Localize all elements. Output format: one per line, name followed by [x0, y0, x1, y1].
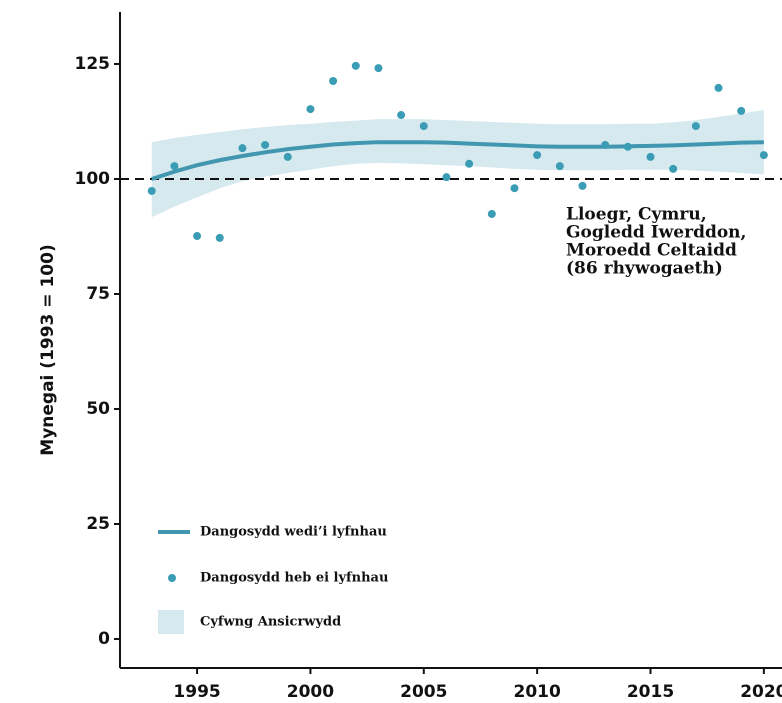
data-point	[419, 122, 428, 131]
x-tick-label: 1995	[173, 682, 220, 702]
confidence-band	[151, 109, 764, 218]
data-point	[533, 151, 542, 160]
data-point	[442, 173, 451, 182]
data-point	[555, 162, 564, 171]
legend-swatch	[158, 610, 184, 634]
y-tick-label: 75	[86, 284, 110, 304]
legend-label: Dangosydd wedi’i lyfnhau	[200, 525, 387, 540]
data-point	[215, 233, 224, 242]
legend-label: Cyfwng Ansicrwydd	[200, 615, 341, 630]
data-point	[646, 152, 655, 161]
y-tick-label: 50	[86, 399, 110, 419]
x-tick-label: 2000	[287, 682, 334, 702]
data-point	[351, 61, 360, 70]
x-tick-label: 2010	[513, 682, 560, 702]
data-point	[465, 159, 474, 168]
y-axis-label: Mynegai (1993 = 100)	[38, 244, 58, 455]
annotation: Gogledd Iwerddon,	[566, 223, 746, 243]
x-tick-label: 2015	[627, 682, 674, 702]
data-point	[261, 140, 270, 149]
data-point	[578, 181, 587, 190]
data-point	[147, 186, 156, 195]
y-tick-label: 100	[75, 169, 111, 189]
data-point	[691, 122, 700, 131]
data-point	[374, 64, 383, 73]
data-point	[510, 184, 519, 193]
x-tick-label: 2020	[740, 682, 782, 702]
data-point	[283, 152, 292, 161]
annotation: Moroedd Celtaidd	[566, 241, 737, 261]
data-point	[487, 209, 496, 218]
annotation: Lloegr, Cymru,	[566, 205, 707, 225]
y-tick-label: 0	[98, 629, 110, 649]
data-point	[669, 164, 678, 173]
data-point	[329, 77, 338, 86]
annotation: (86 rhywogaeth)	[566, 259, 723, 279]
legend-label: Dangosydd heb ei lyfnhau	[200, 571, 388, 586]
data-point	[623, 142, 632, 151]
data-point	[714, 83, 723, 92]
y-tick-label: 25	[86, 514, 110, 534]
data-point	[759, 151, 768, 160]
data-point	[601, 140, 610, 149]
data-point	[193, 232, 202, 241]
data-point	[737, 106, 746, 115]
data-point	[238, 144, 247, 153]
x-tick-label: 2005	[400, 682, 447, 702]
data-point	[170, 162, 179, 171]
y-tick-label: 125	[75, 54, 111, 74]
smoothed-line	[151, 140, 764, 181]
legend-dot	[168, 574, 176, 582]
data-point	[306, 105, 315, 114]
data-point	[397, 111, 406, 120]
